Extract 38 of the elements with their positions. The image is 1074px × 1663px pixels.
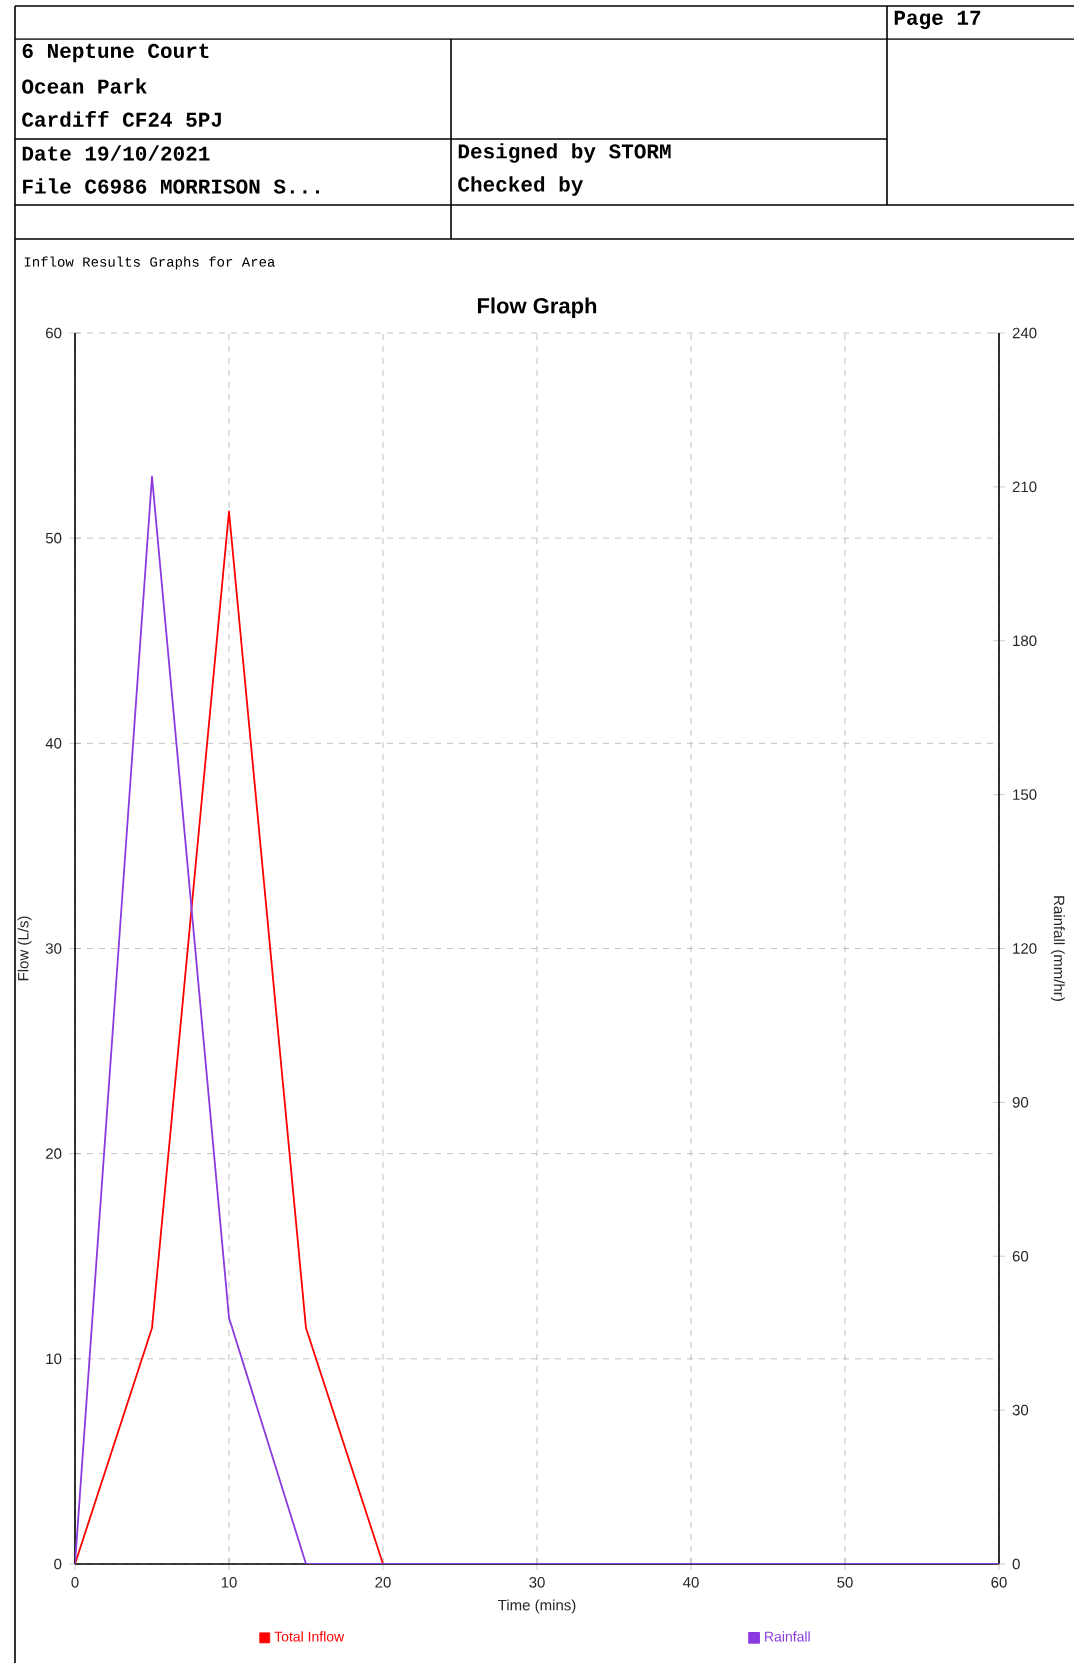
y2-tick-label: 120 xyxy=(1013,943,1037,954)
x-tick-label: 30 xyxy=(529,1577,545,1588)
x-tick-label: 20 xyxy=(375,1577,391,1588)
legend-label: Rainfall xyxy=(765,1631,810,1642)
y2-tick-label: 90 xyxy=(1012,1097,1029,1108)
text: Inflow Results Graphs for Area xyxy=(24,256,275,270)
y2-tick-label: 240 xyxy=(1012,327,1037,339)
y-axis-title: Flow (L/s) xyxy=(17,916,32,981)
x-tick-label: 0 xyxy=(71,1577,79,1588)
y-tick-label: 20 xyxy=(46,1148,62,1159)
x-axis-title: Time (mins) xyxy=(498,1599,576,1614)
legend-label: Total Inflow xyxy=(274,1631,345,1642)
y-tick-label: 0 xyxy=(54,1558,62,1570)
y-tick-label: 10 xyxy=(46,1353,62,1365)
y2-tick-label: 30 xyxy=(1012,1404,1029,1416)
text: Cardiff CF24 5PJ xyxy=(22,111,221,127)
y2-tick-label: 60 xyxy=(1012,1250,1029,1262)
x-tick-label: 10 xyxy=(221,1577,237,1588)
y2-tick-label: 210 xyxy=(1012,481,1037,493)
text: Checked by xyxy=(458,176,583,196)
text: File C6986 MORRISON S... xyxy=(23,178,319,194)
y-tick-label: 60 xyxy=(46,327,62,339)
x-tick-label: 50 xyxy=(837,1577,853,1588)
chart-title: Flow Graph xyxy=(477,297,597,318)
y2-tick-label: 0 xyxy=(1012,1558,1020,1570)
text: 6 Neptune Court xyxy=(22,43,209,63)
text: Ocean Park xyxy=(22,78,147,94)
y2-axis-title: Rainfall (mm/hr) xyxy=(1050,896,1065,1001)
x-tick-label: 60 xyxy=(991,1577,1007,1588)
y-tick-label: 30 xyxy=(45,943,62,954)
text: Designed by STORM xyxy=(458,143,671,163)
y-tick-label: 40 xyxy=(45,738,62,749)
y-tick-label: 50 xyxy=(45,532,62,544)
y2-tick-label: 180 xyxy=(1013,635,1037,647)
y2-tick-label: 150 xyxy=(1013,789,1037,800)
text: Date 19/10/2021 xyxy=(22,145,210,161)
text: Page 17 xyxy=(894,10,981,30)
x-tick-label: 40 xyxy=(683,1577,699,1588)
